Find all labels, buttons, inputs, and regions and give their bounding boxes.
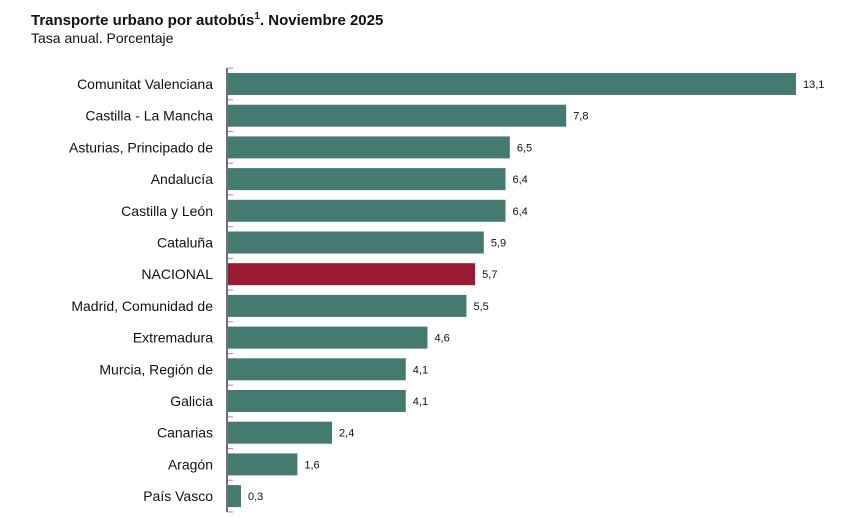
value-label: 1,6 bbox=[304, 459, 319, 471]
bar bbox=[228, 263, 476, 286]
category-label: Andalucía bbox=[151, 171, 213, 187]
value-label: 5,5 bbox=[473, 301, 488, 313]
category-label: Extremadura bbox=[133, 330, 213, 346]
value-label: 0,3 bbox=[248, 491, 263, 503]
value-label: 2,4 bbox=[339, 428, 354, 440]
category-label: Cataluña bbox=[157, 235, 213, 251]
category-label: Madrid, Comunidad de bbox=[71, 298, 213, 314]
bar bbox=[228, 136, 510, 159]
bar bbox=[228, 231, 484, 254]
value-label: 4,6 bbox=[434, 333, 449, 345]
value-label: 7,8 bbox=[573, 111, 588, 123]
category-label: Galicia bbox=[170, 393, 213, 409]
bar bbox=[228, 453, 298, 476]
category-label: Comunitat Valenciana bbox=[77, 76, 213, 92]
value-label: 4,1 bbox=[413, 396, 428, 408]
bar bbox=[228, 104, 567, 127]
category-label: Castilla - La Mancha bbox=[85, 108, 213, 124]
bar bbox=[228, 168, 506, 191]
chart-subtitle: Tasa anual. Porcentaje bbox=[31, 30, 174, 46]
value-label: 6,4 bbox=[512, 174, 527, 186]
bar bbox=[228, 358, 406, 381]
category-label: Asturias, Principado de bbox=[69, 139, 213, 155]
bar bbox=[228, 390, 406, 412]
bar bbox=[228, 326, 428, 349]
category-label: Aragón bbox=[168, 456, 213, 472]
bar bbox=[228, 421, 333, 444]
chart-title: Transporte urbano por autobús1. Noviembr… bbox=[31, 11, 384, 29]
value-label: 4,1 bbox=[413, 364, 428, 376]
value-label: 5,7 bbox=[482, 269, 497, 281]
value-label: 13,1 bbox=[803, 79, 824, 91]
bar bbox=[228, 485, 242, 508]
value-label: 6,5 bbox=[517, 142, 532, 154]
category-label: Murcia, Región de bbox=[99, 361, 213, 377]
bar bbox=[228, 199, 506, 222]
category-label: Canarias bbox=[157, 425, 213, 441]
category-label: País Vasco bbox=[143, 488, 213, 504]
value-label: 6,4 bbox=[512, 206, 527, 218]
value-label: 5,9 bbox=[491, 238, 506, 250]
bar bbox=[228, 294, 467, 317]
category-label: NACIONAL bbox=[141, 266, 213, 282]
bar bbox=[228, 73, 796, 95]
category-label: Castilla y León bbox=[121, 203, 213, 219]
